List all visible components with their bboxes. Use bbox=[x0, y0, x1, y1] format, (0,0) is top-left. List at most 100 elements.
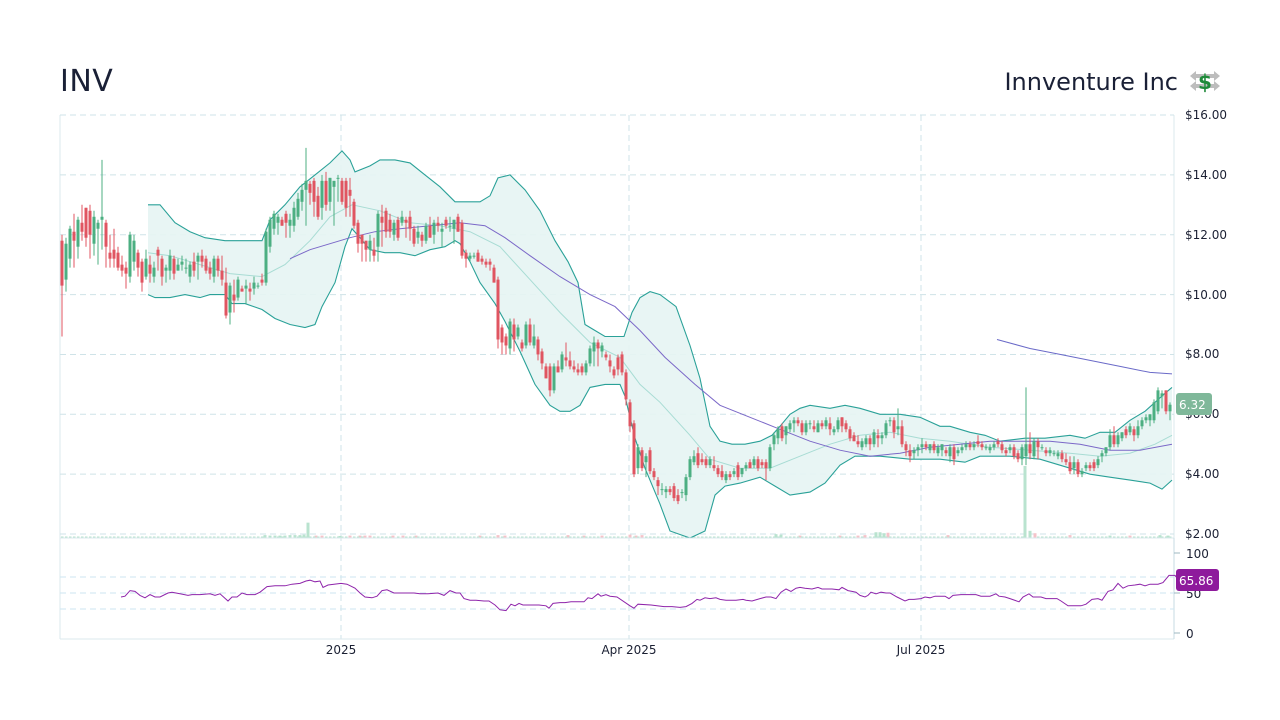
candle[interactable] bbox=[596, 342, 600, 349]
candle[interactable] bbox=[144, 258, 148, 277]
candle[interactable] bbox=[68, 228, 72, 259]
candle[interactable] bbox=[608, 360, 612, 367]
candle[interactable] bbox=[936, 447, 940, 454]
candle[interactable] bbox=[580, 366, 584, 373]
candle[interactable] bbox=[352, 201, 356, 226]
candle[interactable] bbox=[548, 366, 552, 391]
candle[interactable] bbox=[812, 426, 816, 430]
candle[interactable] bbox=[320, 180, 324, 208]
candle[interactable] bbox=[1044, 450, 1048, 454]
candle[interactable] bbox=[1052, 453, 1056, 455]
candle[interactable] bbox=[860, 441, 864, 448]
candle[interactable] bbox=[920, 444, 924, 448]
candle[interactable] bbox=[944, 450, 948, 454]
candle[interactable] bbox=[344, 180, 348, 208]
candle[interactable] bbox=[984, 447, 988, 449]
candle[interactable] bbox=[1080, 471, 1084, 475]
candle[interactable] bbox=[120, 264, 124, 271]
candle[interactable] bbox=[1156, 390, 1160, 412]
candle[interactable] bbox=[376, 213, 380, 247]
candle[interactable] bbox=[1124, 429, 1128, 436]
candle[interactable] bbox=[988, 447, 992, 451]
candle[interactable] bbox=[236, 279, 240, 298]
candle[interactable] bbox=[272, 213, 276, 229]
candle[interactable] bbox=[164, 267, 168, 271]
candle[interactable] bbox=[212, 258, 216, 277]
candle[interactable] bbox=[1016, 453, 1020, 460]
candle[interactable] bbox=[284, 213, 288, 223]
candle[interactable] bbox=[1036, 441, 1040, 448]
candle[interactable] bbox=[304, 180, 308, 190]
candle[interactable] bbox=[956, 450, 960, 454]
candle[interactable] bbox=[932, 444, 936, 451]
candle[interactable] bbox=[260, 279, 264, 283]
candle[interactable] bbox=[652, 471, 656, 478]
candle[interactable] bbox=[200, 255, 204, 262]
candle[interactable] bbox=[496, 279, 500, 340]
candle[interactable] bbox=[1104, 447, 1108, 454]
candle[interactable] bbox=[116, 252, 120, 268]
candle[interactable] bbox=[960, 447, 964, 451]
candle[interactable] bbox=[208, 267, 212, 274]
candle[interactable] bbox=[1140, 420, 1144, 427]
candle[interactable] bbox=[684, 477, 688, 496]
candle[interactable] bbox=[324, 180, 328, 205]
candle[interactable] bbox=[188, 264, 192, 277]
candle[interactable] bbox=[396, 219, 400, 238]
candle[interactable] bbox=[140, 261, 144, 283]
candle[interactable] bbox=[776, 429, 780, 439]
candle[interactable] bbox=[488, 261, 492, 265]
candle[interactable] bbox=[1144, 417, 1148, 421]
candle[interactable] bbox=[148, 264, 152, 274]
candle[interactable] bbox=[1120, 432, 1124, 439]
candle[interactable] bbox=[612, 369, 616, 376]
candle[interactable] bbox=[968, 444, 972, 448]
candle[interactable] bbox=[804, 423, 808, 433]
candle[interactable] bbox=[384, 210, 388, 232]
candle[interactable] bbox=[512, 324, 516, 340]
candle[interactable] bbox=[1096, 459, 1100, 466]
candle[interactable] bbox=[824, 420, 828, 427]
candle[interactable] bbox=[820, 423, 824, 427]
candle[interactable] bbox=[740, 468, 744, 475]
candle[interactable] bbox=[868, 438, 872, 445]
candle[interactable] bbox=[1060, 453, 1064, 460]
candle[interactable] bbox=[408, 216, 412, 229]
candle[interactable] bbox=[560, 354, 564, 370]
candle[interactable] bbox=[1020, 447, 1024, 460]
candle[interactable] bbox=[1148, 414, 1152, 421]
candle[interactable] bbox=[952, 447, 956, 460]
candle[interactable] bbox=[712, 465, 716, 469]
candle[interactable] bbox=[880, 435, 884, 439]
candle[interactable] bbox=[892, 420, 896, 433]
candle[interactable] bbox=[60, 240, 64, 286]
candle[interactable] bbox=[1100, 453, 1104, 457]
candle[interactable] bbox=[724, 474, 728, 481]
candle[interactable] bbox=[600, 345, 604, 352]
candle[interactable] bbox=[1132, 429, 1136, 436]
candle[interactable] bbox=[252, 282, 256, 289]
candle[interactable] bbox=[516, 327, 520, 337]
candle[interactable] bbox=[336, 177, 340, 179]
candle[interactable] bbox=[716, 468, 720, 475]
candle[interactable] bbox=[232, 294, 236, 301]
candle[interactable] bbox=[748, 462, 752, 469]
candle[interactable] bbox=[624, 372, 628, 400]
candle[interactable] bbox=[484, 261, 488, 265]
candle[interactable] bbox=[448, 225, 452, 227]
candle[interactable] bbox=[592, 342, 596, 352]
candle[interactable] bbox=[556, 366, 560, 373]
candle[interactable] bbox=[88, 210, 92, 235]
candle[interactable] bbox=[528, 324, 532, 343]
candle[interactable] bbox=[1012, 447, 1016, 457]
candle[interactable] bbox=[648, 450, 652, 472]
candle[interactable] bbox=[884, 423, 888, 436]
candle[interactable] bbox=[584, 363, 588, 373]
candle[interactable] bbox=[784, 426, 788, 436]
candle[interactable] bbox=[752, 459, 756, 466]
candlesticks[interactable] bbox=[60, 147, 1172, 505]
candle[interactable] bbox=[904, 444, 908, 451]
candle[interactable] bbox=[268, 219, 272, 247]
candle[interactable] bbox=[948, 447, 952, 457]
candle[interactable] bbox=[896, 426, 900, 430]
